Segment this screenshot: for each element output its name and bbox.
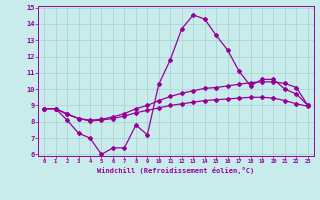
X-axis label: Windchill (Refroidissement éolien,°C): Windchill (Refroidissement éolien,°C) xyxy=(97,167,255,174)
